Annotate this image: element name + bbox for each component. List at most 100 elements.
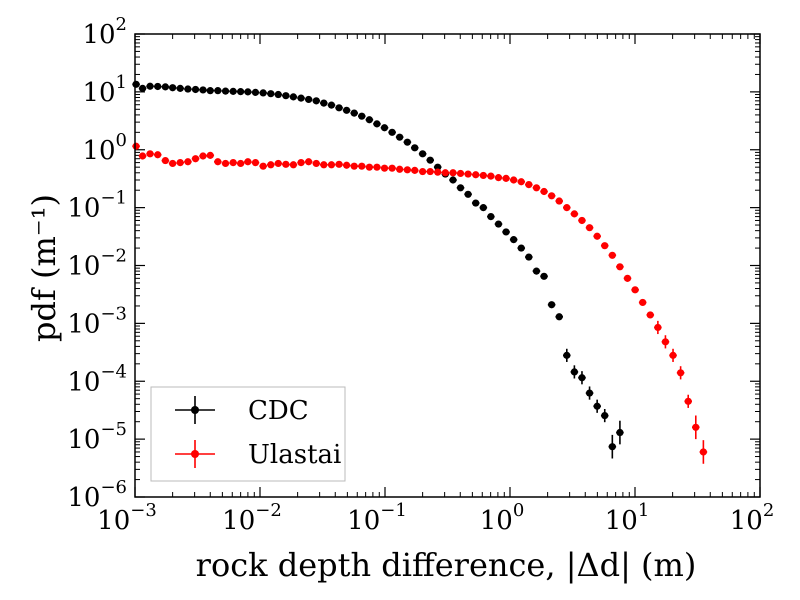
data-point bbox=[214, 87, 222, 95]
data-point bbox=[154, 151, 162, 159]
data-point bbox=[138, 84, 147, 92]
y-tick-label: 10−5 bbox=[67, 419, 127, 455]
data-point bbox=[548, 192, 556, 200]
data-point bbox=[251, 158, 260, 167]
data-point bbox=[206, 151, 214, 159]
legend-box bbox=[150, 386, 346, 482]
axis-tick-labels: 10−3 10−2 10−1 100 101 102 10−6 10−5 10−4 10−3 10−… bbox=[67, 14, 774, 536]
data-point bbox=[388, 128, 396, 136]
data-point bbox=[335, 104, 343, 112]
data-point bbox=[259, 162, 267, 170]
data-point bbox=[320, 161, 328, 169]
x-tick-label: 102 bbox=[730, 500, 775, 536]
data-point bbox=[191, 155, 200, 163]
data-point bbox=[677, 369, 685, 377]
data-point bbox=[305, 95, 313, 104]
y-tick-label: 10−2 bbox=[67, 246, 127, 282]
y-tick-label: 10−4 bbox=[67, 361, 127, 397]
data-point bbox=[646, 311, 654, 319]
data-point bbox=[502, 228, 510, 236]
data-point bbox=[441, 169, 449, 177]
series-layer bbox=[132, 80, 708, 464]
x-tick-label: 10−1 bbox=[347, 500, 407, 536]
y-axis-label: pdf (m⁻¹) bbox=[25, 194, 63, 342]
data-point bbox=[343, 106, 351, 114]
data-point bbox=[365, 116, 373, 124]
data-point bbox=[221, 87, 230, 95]
data-point bbox=[699, 448, 707, 456]
data-point bbox=[540, 272, 548, 280]
data-point bbox=[244, 88, 252, 96]
data-point bbox=[161, 156, 169, 165]
data-point bbox=[426, 167, 434, 176]
data-point bbox=[388, 164, 396, 172]
data-point bbox=[320, 99, 328, 107]
data-point bbox=[593, 232, 601, 240]
data-point bbox=[563, 204, 571, 212]
data-point bbox=[472, 199, 480, 207]
data-point bbox=[601, 242, 609, 250]
data-point bbox=[517, 178, 525, 186]
data-point bbox=[585, 389, 594, 397]
data-point bbox=[419, 150, 427, 158]
data-point bbox=[297, 94, 305, 102]
data-point bbox=[570, 210, 578, 218]
x-tick-label: 101 bbox=[605, 500, 650, 536]
data-point bbox=[282, 160, 290, 168]
data-point bbox=[585, 224, 594, 232]
legend-label: CDC bbox=[248, 396, 309, 426]
data-point bbox=[502, 174, 510, 182]
data-point bbox=[487, 172, 495, 180]
data-point bbox=[221, 159, 230, 168]
legend-marker-dot bbox=[191, 406, 199, 414]
legend-item-cdc: CDC bbox=[175, 396, 309, 426]
data-point bbox=[358, 112, 366, 120]
data-point bbox=[494, 220, 503, 228]
data-point bbox=[578, 216, 586, 225]
y-tick-label: 102 bbox=[82, 14, 127, 50]
data-point bbox=[616, 428, 624, 437]
data-point bbox=[449, 176, 457, 184]
data-point bbox=[525, 253, 533, 261]
data-point bbox=[684, 397, 692, 405]
data-point bbox=[132, 80, 140, 88]
data-point bbox=[350, 109, 358, 117]
data-point bbox=[593, 402, 601, 410]
data-point bbox=[403, 166, 411, 174]
data-point bbox=[654, 323, 662, 332]
data-point bbox=[289, 93, 297, 101]
data-point bbox=[282, 92, 290, 100]
data-point bbox=[601, 411, 609, 420]
data-point bbox=[623, 274, 632, 282]
data-point bbox=[669, 351, 677, 359]
data-point bbox=[259, 89, 267, 97]
data-point bbox=[608, 443, 616, 451]
y-tick-label: 10−3 bbox=[67, 303, 127, 339]
data-point bbox=[237, 88, 245, 96]
data-point bbox=[517, 244, 525, 252]
data-point bbox=[464, 190, 472, 198]
data-point bbox=[154, 82, 162, 91]
data-point bbox=[312, 159, 320, 168]
data-point bbox=[251, 88, 260, 96]
data-point bbox=[479, 204, 487, 212]
data-point bbox=[396, 165, 404, 173]
data-point bbox=[267, 161, 275, 169]
data-point bbox=[494, 174, 503, 182]
data-point bbox=[343, 161, 351, 169]
data-point bbox=[403, 138, 411, 146]
data-point bbox=[449, 169, 457, 177]
axis-ticks bbox=[134, 33, 761, 498]
data-point bbox=[373, 163, 381, 171]
data-point bbox=[184, 85, 192, 93]
data-point bbox=[161, 83, 169, 91]
data-point bbox=[661, 338, 670, 346]
data-point bbox=[176, 158, 184, 167]
data-point bbox=[214, 158, 222, 166]
data-point bbox=[608, 251, 616, 259]
data-point bbox=[169, 159, 177, 168]
data-point bbox=[532, 184, 541, 192]
data-point bbox=[335, 160, 343, 168]
data-point bbox=[289, 161, 297, 169]
x-tick-label: 100 bbox=[480, 500, 525, 536]
